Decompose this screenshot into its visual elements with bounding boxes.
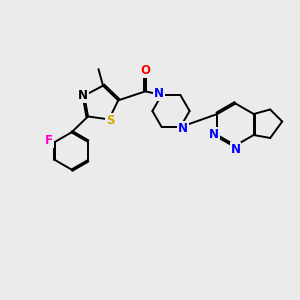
Text: N: N: [230, 142, 241, 156]
Text: N: N: [178, 122, 188, 135]
Text: F: F: [45, 134, 53, 147]
Text: N: N: [209, 128, 219, 141]
Text: N: N: [154, 87, 164, 100]
Text: S: S: [106, 114, 115, 128]
Text: N: N: [78, 89, 88, 102]
Text: O: O: [140, 64, 150, 77]
